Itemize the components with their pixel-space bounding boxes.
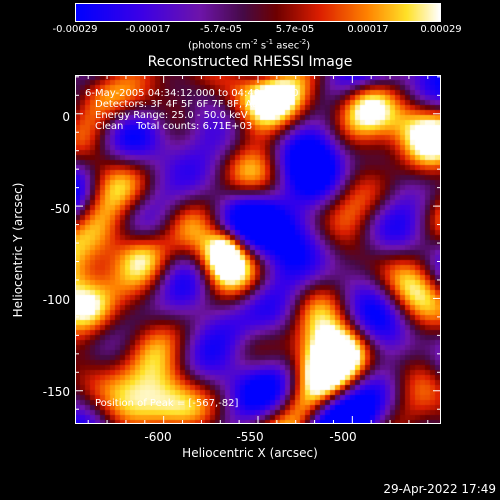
plot-title: Reconstructed RHESSI Image <box>147 54 353 70</box>
colorbar-tick: -0.00017 <box>125 24 171 35</box>
info-clean: Clean Total counts: 6.71E+03 <box>95 121 253 132</box>
colorbar-tick: -5.7e-05 <box>200 24 242 35</box>
colorbar <box>75 3 441 22</box>
colorbar-tick: 0.00029 <box>420 24 462 35</box>
timestamp: 29-Apr-2022 17:49 <box>383 482 496 496</box>
x-tick-label: -550 <box>236 430 264 444</box>
y-tick-label: -100 <box>42 293 70 307</box>
colorbar-units: (photons cm-2 s-1 asec-2) <box>188 38 311 52</box>
colorbar-tick: 0.00017 <box>347 24 389 35</box>
info-time-range: 6-May-2005 04:34:12.000 to 04:40:12.000 <box>85 88 299 99</box>
y-axis-label: Heliocentric Y (arcsec) <box>11 182 25 318</box>
x-axis-label: Heliocentric X (arcsec) <box>182 446 318 460</box>
y-tick-label: -150 <box>42 385 70 399</box>
info-peak: Position of Peak = [-567,-82] <box>95 398 239 409</box>
x-tick-label: -500 <box>329 430 357 444</box>
colorbar-tick: 5.7e-05 <box>275 24 315 35</box>
info-energy: Energy Range: 25.0 - 50.0 keV <box>95 110 248 121</box>
y-tick-label: -50 <box>50 202 70 216</box>
info-detectors: Detectors: 3F 4F 5F 6F 7F 8F, Att 0 <box>95 99 270 110</box>
image-plot: 6-May-2005 04:34:12.000 to 04:40:12.000 … <box>75 75 441 424</box>
colorbar-gradient <box>76 4 440 21</box>
rhessi-image <box>75 75 441 424</box>
x-tick-label: -600 <box>144 430 172 444</box>
plot-frame <box>75 75 441 424</box>
y-tick-label: 0 <box>62 110 70 124</box>
colorbar-tick: -0.00029 <box>52 24 98 35</box>
